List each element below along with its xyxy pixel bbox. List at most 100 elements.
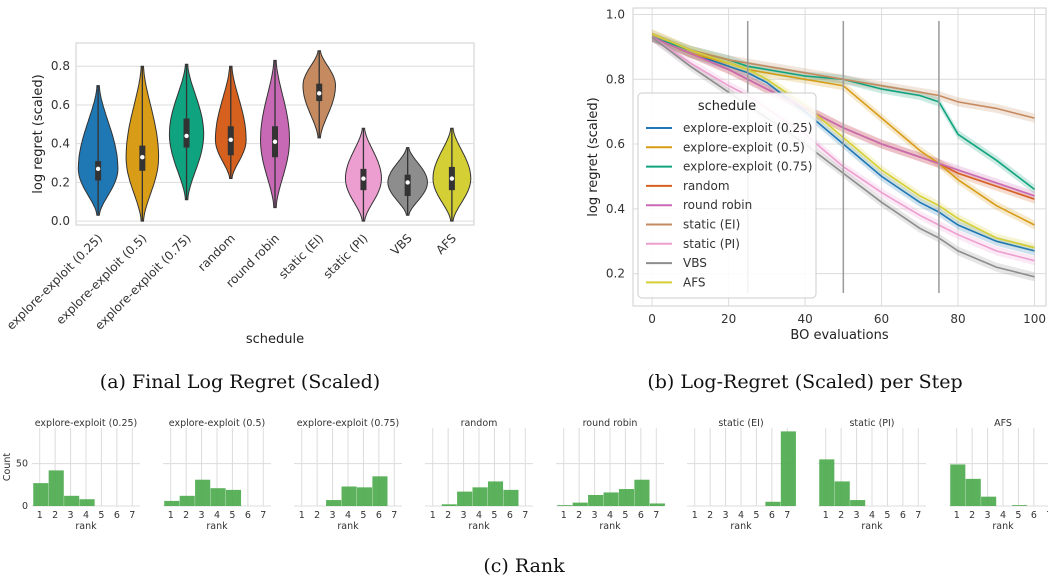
x-tick-label: 4 bbox=[607, 510, 613, 521]
y-tick-label: 0.4 bbox=[51, 137, 70, 151]
violin-chart: 0.0 0.2 0.4 0.6 0.8 log regret (scaled) schedu… bbox=[4, 42, 475, 347]
histogram-bar bbox=[79, 499, 95, 506]
y-tick-label: 0 bbox=[22, 501, 28, 512]
x-axis-label: rank bbox=[206, 521, 228, 532]
x-tick-label: 1 bbox=[168, 510, 174, 521]
y-tick-label: 50 bbox=[16, 459, 28, 470]
x-axis-label: rank bbox=[861, 521, 883, 532]
x-tick-label: 2 bbox=[707, 510, 713, 521]
legend: schedule explore-exploit (0.25) explore-ex… bbox=[637, 92, 817, 299]
x-tick-label: 7 bbox=[260, 510, 266, 521]
x-tick-label: 3 bbox=[723, 510, 729, 521]
panel-title: random bbox=[461, 418, 498, 429]
panel-title: explore-exploit (0.25) bbox=[35, 418, 137, 429]
legend-label: round robin bbox=[683, 198, 752, 212]
legend-label: explore-exploit (0.5) bbox=[683, 140, 805, 154]
plot-frame bbox=[75, 42, 475, 226]
x-tick-label: 60 bbox=[874, 312, 889, 326]
histogram-bar bbox=[210, 488, 226, 506]
histogram-bar bbox=[326, 500, 342, 506]
x-axis-label: BO evaluations bbox=[790, 328, 888, 343]
x-tick-label: 5 bbox=[491, 510, 497, 521]
x-axis-label: rank bbox=[75, 521, 97, 532]
y-tick-label: 0.0 bbox=[51, 214, 70, 228]
x-tick-label: 3 bbox=[854, 510, 860, 521]
histogram-bar bbox=[850, 500, 866, 506]
x-tick-label: 4 bbox=[214, 510, 220, 521]
x-tick-label: 2 bbox=[314, 510, 320, 521]
x-axis-label: rank bbox=[992, 521, 1014, 532]
x-tick-label: 7 bbox=[522, 510, 528, 521]
y-axis-label: log regret (scaled) bbox=[31, 74, 46, 193]
y-tick-label: 0.4 bbox=[606, 202, 625, 216]
x-tick-label: 7 bbox=[391, 510, 397, 521]
x-tick-label: 20 bbox=[721, 312, 736, 326]
x-tick-label: 6 bbox=[507, 510, 513, 521]
x-tick-label: 7 bbox=[653, 510, 659, 521]
x-tick-label: 5 bbox=[229, 510, 235, 521]
rank-panel: round robin 1 2 3 4 5 6 7 rank bbox=[556, 418, 665, 532]
caption-a: (a) Final Log Regret (Scaled) bbox=[100, 371, 380, 393]
x-tick-label: 6 bbox=[376, 510, 382, 521]
x-tick-label: 2 bbox=[183, 510, 189, 521]
panel-title: AFS bbox=[994, 418, 1012, 429]
histogram-bar bbox=[834, 481, 850, 506]
violin-median bbox=[317, 91, 322, 96]
caption-b: (b) Log-Regret (Scaled) per Step bbox=[647, 371, 962, 393]
histogram-bar bbox=[457, 491, 473, 506]
histogram-bar bbox=[649, 503, 665, 506]
x-tick-label: 7 bbox=[129, 510, 135, 521]
x-tick-label: 100 bbox=[1023, 312, 1046, 326]
x-tick-label: 6 bbox=[245, 510, 251, 521]
y-tick-label: 1.0 bbox=[606, 7, 625, 21]
line-chart: 0.2 0.4 0.6 0.8 1.0 0 20 40 60 80 100 log regret (s… bbox=[586, 7, 1047, 343]
legend-label: explore-exploit (0.25) bbox=[683, 121, 812, 135]
panel-title: static (PI) bbox=[849, 418, 894, 429]
violin-median bbox=[140, 155, 145, 160]
x-tick-label: 6 bbox=[114, 510, 120, 521]
x-axis-label: schedule bbox=[246, 332, 304, 347]
histogram-bar bbox=[356, 487, 373, 506]
histogram-bar bbox=[634, 479, 650, 506]
x-tick-label: random bbox=[195, 231, 238, 274]
caption-c: (c) Rank bbox=[483, 555, 565, 577]
legend-label: AFS bbox=[683, 275, 706, 289]
x-tick-label: 6 bbox=[900, 510, 906, 521]
panel-title: round robin bbox=[583, 418, 638, 429]
x-tick-label: 5 bbox=[622, 510, 628, 521]
x-tick-label: 7 bbox=[784, 510, 790, 521]
x-tick-label: 5 bbox=[884, 510, 890, 521]
y-tick-label: 0.2 bbox=[51, 175, 70, 189]
violin-median bbox=[449, 176, 455, 181]
panel-title: static (EI) bbox=[718, 418, 763, 429]
rank-panel: explore-exploit (0.5) 1 2 3 4 5 6 7 rank bbox=[163, 418, 271, 532]
histogram-bar bbox=[503, 489, 519, 506]
histogram-bar bbox=[164, 500, 180, 506]
histogram-bar bbox=[588, 494, 604, 506]
histogram-bar bbox=[48, 470, 64, 506]
x-tick-label: 2 bbox=[838, 510, 844, 521]
histogram-bar bbox=[195, 479, 211, 506]
x-tick-label: 5 bbox=[1015, 510, 1021, 521]
rank-panel: static (EI) 1 2 3 4 5 6 7 rank bbox=[687, 418, 796, 532]
x-tick-label: 1 bbox=[954, 510, 960, 521]
x-tick-label: 1 bbox=[692, 510, 698, 521]
x-tick-label: 3 bbox=[330, 510, 336, 521]
x-axis-label: rank bbox=[337, 521, 359, 532]
x-tick-label: 5 bbox=[753, 510, 759, 521]
histogram-bar bbox=[618, 489, 635, 506]
y-tick-label: 0.6 bbox=[51, 98, 70, 112]
violin-median bbox=[361, 176, 366, 181]
x-tick-label: 2 bbox=[52, 510, 58, 521]
violin-median bbox=[184, 133, 189, 139]
histogram-bar bbox=[1011, 505, 1028, 506]
y-axis-label: Count bbox=[2, 453, 13, 481]
x-tick-label: 1 bbox=[37, 510, 43, 521]
rank-panel: random 1 2 3 4 5 6 7 rank bbox=[425, 418, 533, 532]
x-axis-label: rank bbox=[730, 521, 752, 532]
x-tick-label: 2 bbox=[445, 510, 451, 521]
x-tick-label: 5 bbox=[360, 510, 366, 521]
confidence-band bbox=[652, 32, 1035, 230]
